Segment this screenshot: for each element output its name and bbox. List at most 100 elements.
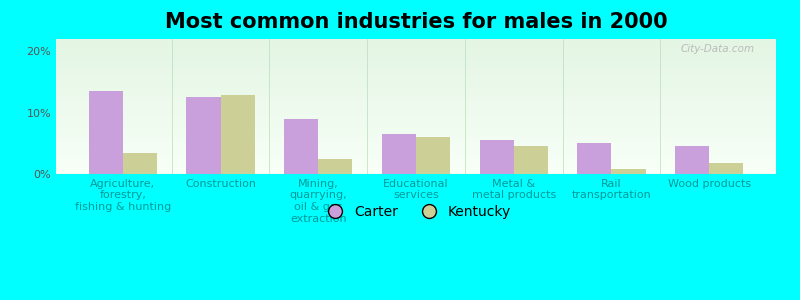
Bar [56,46,776,47]
Bar [56,123,776,124]
Bar [56,92,776,93]
Bar [56,159,776,160]
Bar [56,114,776,115]
Bar [56,89,776,90]
Bar [56,52,776,53]
Bar [56,90,776,91]
Bar [382,134,416,174]
Bar [56,106,776,107]
Bar [56,112,776,113]
Bar [56,42,776,43]
Bar [56,151,776,152]
Bar [56,55,776,56]
Bar [56,87,776,88]
Bar [56,154,776,155]
Bar [56,49,776,50]
Bar [56,140,776,141]
Bar [56,100,776,101]
Bar [56,103,776,104]
Text: City-Data.com: City-Data.com [680,44,754,54]
Bar [56,66,776,67]
Bar [56,121,776,122]
Bar [56,53,776,54]
Bar [56,173,776,174]
Bar [56,64,776,65]
Bar [56,130,776,131]
Bar [56,54,776,55]
Bar [56,48,776,49]
Bar [56,45,776,46]
Bar [56,155,776,156]
Bar [56,170,776,171]
Bar [56,128,776,129]
Bar [56,70,776,71]
Bar [56,111,776,112]
Bar [56,117,776,118]
Bar [56,143,776,144]
Bar [709,163,743,174]
Bar [56,95,776,96]
Bar [56,39,776,40]
Bar [56,134,776,135]
Bar [56,171,776,172]
Bar [56,153,776,154]
Bar [56,93,776,94]
Bar [56,104,776,105]
Bar [56,63,776,64]
Bar [56,57,776,58]
Bar [56,122,776,123]
Bar [56,113,776,114]
Bar [56,88,776,89]
Bar [56,65,776,66]
Bar [56,68,776,69]
Bar [56,133,776,134]
Bar [56,99,776,100]
Bar [56,144,776,145]
Bar [56,157,776,158]
Bar [56,137,776,138]
Bar [416,137,450,174]
Bar [56,146,776,147]
Bar [56,125,776,126]
Bar [56,165,776,166]
Bar [56,81,776,82]
Bar [56,79,776,80]
Bar [56,61,776,62]
Bar [56,163,776,164]
Bar [56,77,776,78]
Bar [56,142,776,143]
Bar [56,43,776,44]
Bar [56,126,776,127]
Bar [56,82,776,83]
Bar [56,162,776,163]
Bar [514,146,548,174]
Bar [56,69,776,70]
Bar [56,147,776,148]
Bar [56,100,776,101]
Bar [56,131,776,132]
Bar [56,85,776,86]
Bar [56,169,776,170]
Bar [56,120,776,121]
Bar [56,136,776,137]
Bar [56,101,776,102]
Bar [577,143,611,174]
Bar [56,78,776,79]
Bar [479,140,514,174]
Bar [56,108,776,109]
Bar [56,83,776,84]
Bar [56,96,776,97]
Bar [56,86,776,87]
Bar [56,98,776,99]
Bar [56,172,776,173]
Bar [56,84,776,85]
Bar [56,116,776,117]
Bar [56,145,776,146]
Bar [56,110,776,111]
Bar [318,159,353,174]
Bar [56,139,776,140]
Bar [56,44,776,45]
Bar [56,59,776,60]
Bar [56,80,776,81]
Bar [56,67,776,68]
